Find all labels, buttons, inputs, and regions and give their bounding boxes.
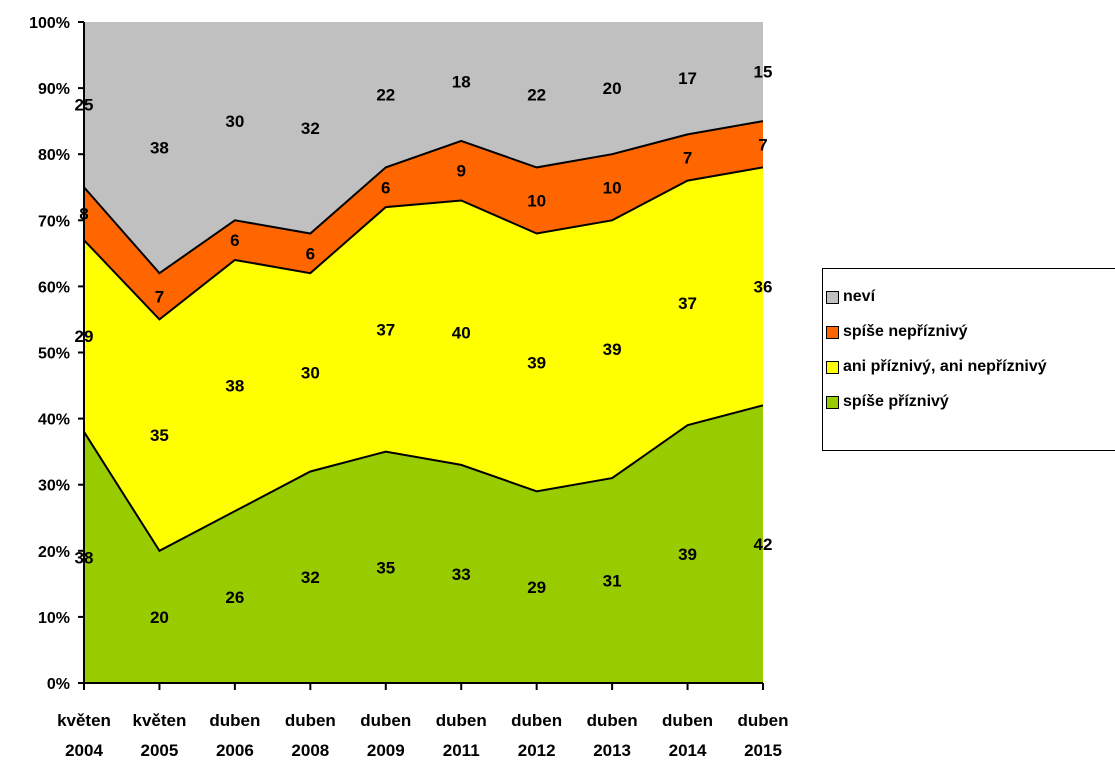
boundary-line-1: [83, 166, 764, 321]
legend-item-ani-priznivy: ani příznivý, ani nepříznivý: [826, 356, 1047, 378]
data-label-3-2: 30: [225, 112, 244, 131]
data-label-2-5: 9: [456, 162, 465, 181]
data-label-3-5: 18: [452, 72, 471, 91]
data-label-3-7: 20: [603, 79, 622, 98]
data-label-0-3: 32: [301, 568, 320, 587]
legend-swatch-ani-priznivy: [826, 360, 839, 374]
legend: neví spíše nepříznivý ani příznivý, ani …: [822, 268, 1115, 451]
y-tick-label-8: 80%: [38, 147, 70, 164]
data-label-2-4: 6: [381, 178, 390, 197]
legend-label-spise-priznivy: spíše příznivý: [843, 393, 949, 410]
data-label-0-0: 38: [75, 548, 94, 567]
data-label-1-5: 40: [452, 324, 471, 343]
x-tick-label-month-7: duben: [587, 711, 638, 730]
x-tick-label-year-4: 2009: [367, 741, 405, 760]
data-label-2-3: 6: [306, 244, 315, 263]
data-label-1-8: 37: [678, 294, 697, 313]
data-label-3-4: 22: [376, 86, 395, 105]
data-label-2-2: 6: [230, 231, 239, 250]
data-label-0-8: 39: [678, 545, 697, 564]
legend-label-ani-priznivy: ani příznivý, ani nepříznivý: [843, 358, 1047, 375]
boundary-line-0: [83, 404, 764, 553]
x-tick-label-month-9: duben: [738, 711, 789, 730]
data-label-1-6: 39: [527, 353, 546, 372]
x-tick-label-month-1: květen: [133, 711, 187, 730]
y-tick-label-1: 10%: [38, 610, 70, 627]
y-tick-label-4: 40%: [38, 412, 70, 429]
data-label-2-0: 8: [79, 205, 88, 224]
x-tick-label-year-6: 2012: [518, 741, 556, 760]
data-label-3-0: 25: [75, 96, 94, 115]
x-tick-label-year-7: 2013: [593, 741, 631, 760]
data-label-3-9: 15: [754, 63, 773, 82]
data-label-1-7: 39: [603, 340, 622, 359]
legend-item-nevi: neví: [826, 286, 875, 308]
x-tick-label-year-3: 2008: [291, 741, 329, 760]
y-tick-label-0: 0%: [47, 676, 70, 693]
data-label-3-3: 32: [301, 119, 320, 138]
y-tick-label-9: 90%: [38, 81, 70, 98]
data-label-2-9: 7: [758, 135, 767, 154]
x-tick-label-month-5: duben: [436, 711, 487, 730]
x-tick-label-year-9: 2015: [744, 741, 782, 760]
data-label-0-5: 33: [452, 565, 471, 584]
legend-swatch-spise-nepriznivy: [826, 325, 839, 339]
data-label-1-2: 38: [225, 377, 244, 396]
data-label-0-2: 26: [225, 588, 244, 607]
x-tick-label-month-2: duben: [209, 711, 260, 730]
data-label-3-6: 22: [527, 86, 546, 105]
data-label-2-7: 10: [603, 178, 622, 197]
data-label-2-1: 7: [155, 287, 164, 306]
data-label-1-4: 37: [376, 320, 395, 339]
data-label-1-0: 29: [75, 327, 94, 346]
legend-item-spise-priznivy: spíše příznivý: [826, 391, 949, 413]
y-tick-label-7: 70%: [38, 213, 70, 230]
x-tick-label-month-4: duben: [360, 711, 411, 730]
x-tick-label-year-0: 2004: [65, 741, 103, 760]
data-label-3-8: 17: [678, 69, 697, 88]
legend-swatch-spise-priznivy: [826, 395, 839, 409]
data-label-3-1: 38: [150, 139, 169, 158]
data-label-1-1: 35: [150, 426, 169, 445]
y-tick-label-3: 30%: [38, 478, 70, 495]
area-layers: [83, 22, 764, 683]
legend-label-nevi: neví: [843, 288, 876, 305]
x-tick-label-month-0: květen: [57, 711, 111, 730]
data-label-2-6: 10: [527, 191, 546, 210]
series-area-3: [84, 22, 763, 274]
data-labels: 38 20 26 32 35 33 29 31 39 42 29 35 38 30 37 40 39 39 37 36…: [75, 63, 773, 627]
y-tick-label-5: 50%: [38, 346, 70, 363]
x-tick-label-year-1: 2005: [141, 741, 179, 760]
x-tick-label-year-8: 2014: [669, 741, 707, 760]
axes: 0% 10% 20% 30% 40% 50% 60% 70% 80% 90% 100% květen 2…: [29, 15, 788, 760]
series-area-2: [84, 121, 763, 320]
data-label-0-7: 31: [603, 572, 622, 591]
x-tick-label-year-2: 2006: [216, 741, 254, 760]
data-label-0-1: 20: [150, 608, 169, 627]
legend-label-spise-nepriznivy: spíše nepříznivý: [843, 323, 968, 340]
data-label-0-6: 29: [527, 578, 546, 597]
data-label-0-4: 35: [376, 558, 395, 577]
y-tick-label-10: 100%: [29, 15, 70, 32]
boundary-line-2: [83, 120, 764, 275]
series-area-0: [84, 405, 763, 683]
x-tick-label-year-5: 2011: [443, 741, 480, 760]
data-label-2-8: 7: [683, 149, 692, 168]
data-label-1-9: 36: [754, 277, 773, 296]
y-tick-label-6: 60%: [38, 279, 70, 296]
x-tick-label-month-8: duben: [662, 711, 713, 730]
data-label-1-3: 30: [301, 363, 320, 382]
legend-swatch-nevi: [826, 290, 839, 304]
x-tick-label-month-3: duben: [285, 711, 336, 730]
legend-item-spise-nepriznivy: spíše nepříznivý: [826, 321, 968, 343]
data-label-0-9: 42: [754, 535, 773, 554]
x-tick-label-month-6: duben: [511, 711, 562, 730]
y-tick-label-2: 20%: [38, 544, 70, 561]
